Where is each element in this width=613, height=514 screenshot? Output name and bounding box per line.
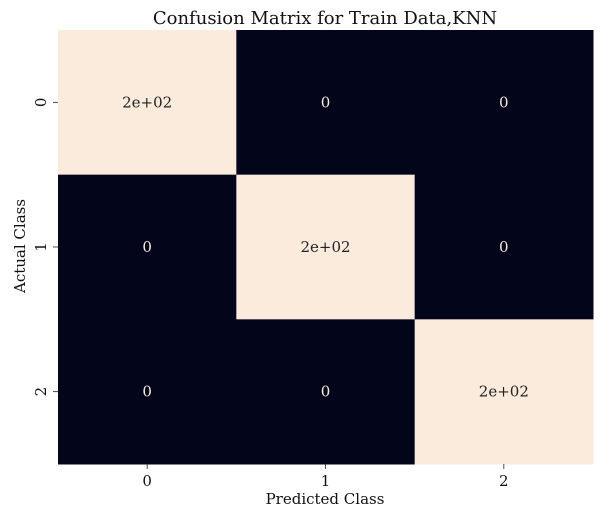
- y-tick-label: 1: [32, 242, 50, 252]
- heatmap-cell: [414, 174, 594, 320]
- heatmap-cell-label: 0: [499, 238, 509, 256]
- x-axis-ticks: 0 1 2: [142, 464, 509, 490]
- heatmap-cell: [58, 30, 237, 176]
- heatmap-cell: [236, 319, 416, 465]
- heatmap-cell: [58, 174, 237, 320]
- heatmap-cell: [236, 174, 416, 320]
- heatmap-cell: [414, 319, 594, 465]
- x-tick-label: 1: [321, 472, 331, 490]
- heatmap-cell-label: 2e+02: [479, 383, 529, 401]
- y-axis-ticks: 0 1 2: [32, 98, 58, 397]
- heatmap-cells: [58, 30, 594, 465]
- heatmap-cell-label: 2e+02: [300, 238, 350, 256]
- heatmap-cell-labels: 2e+02 0 0 0 2e+02 0 0 0 2e+02: [122, 93, 529, 400]
- heatmap-cell-label: 0: [142, 383, 152, 401]
- chart-title: Confusion Matrix for Train Data,KNN: [153, 8, 497, 29]
- heatmap-cell: [58, 319, 237, 465]
- heatmap-cell: [236, 30, 416, 176]
- heatmap-cell-label: 0: [499, 93, 509, 111]
- y-tick-label: 2: [32, 387, 50, 397]
- y-tick-label: 0: [32, 98, 50, 108]
- x-tick-label: 0: [142, 472, 152, 490]
- heatmap-cell-label: 0: [321, 93, 331, 111]
- heatmap-cell: [414, 30, 594, 176]
- x-tick-label: 2: [499, 472, 509, 490]
- y-axis-label: Actual Class: [11, 199, 29, 294]
- heatmap-cell-label: 0: [321, 383, 331, 401]
- heatmap-cell-label: 0: [142, 238, 152, 256]
- heatmap-cell-label: 2e+02: [122, 93, 172, 111]
- x-axis-label: Predicted Class: [266, 490, 385, 508]
